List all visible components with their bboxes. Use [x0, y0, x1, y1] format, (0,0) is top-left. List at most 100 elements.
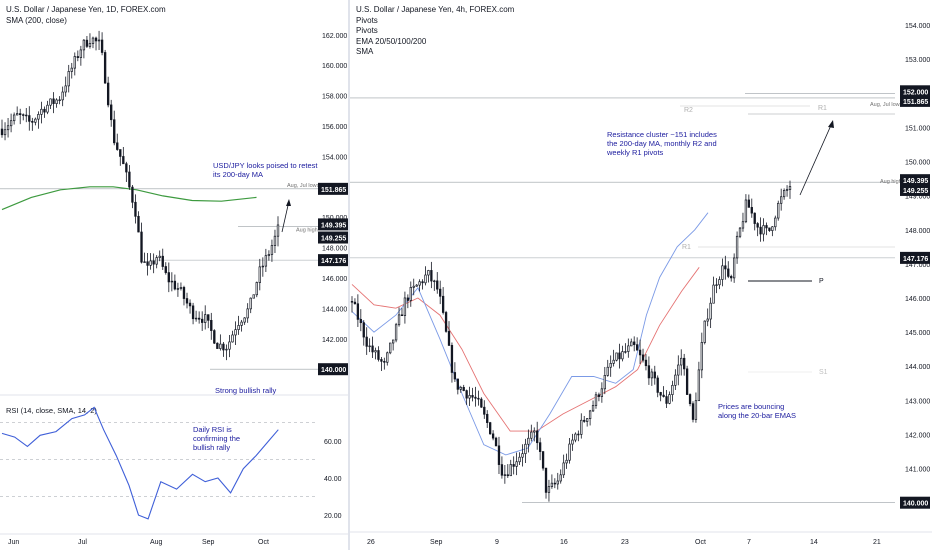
h4-candle-body	[380, 359, 383, 362]
h4-y-tick: 144.000	[905, 364, 930, 371]
h4-candle-body	[527, 437, 530, 445]
daily-candle-body	[28, 115, 31, 122]
h4-price-badge: 152.000	[903, 89, 928, 96]
daily-price-badge: 140.000	[321, 367, 346, 374]
h4-x-tick: 14	[810, 539, 818, 546]
daily-candle-body	[61, 91, 64, 101]
h4-candle-body	[706, 318, 709, 322]
rsi-y-tick: 60.00	[324, 439, 342, 446]
daily-candle-body	[152, 260, 155, 265]
daily-candle-body	[270, 245, 274, 255]
h4-legend-line: SMA	[356, 47, 374, 56]
h4-y-tick: 149.000	[905, 194, 930, 201]
daily-candle-body	[161, 255, 164, 267]
daily-price-badge: 147.176	[321, 258, 346, 265]
h4-price-badge-bg	[900, 183, 930, 196]
h4-x-tick: 16	[560, 539, 568, 546]
h4-candle-body	[627, 345, 630, 352]
h4-candle-body	[603, 375, 606, 390]
h4-y-tick: 141.000	[905, 467, 930, 474]
h4-candle-body	[759, 226, 762, 235]
daily-candle-body	[158, 255, 161, 258]
h4-candle-body	[465, 390, 468, 399]
daily-candle-body	[0, 128, 4, 136]
daily-candle-body	[273, 235, 277, 246]
daily-candle-body	[25, 114, 28, 117]
daily-candle-body	[40, 108, 43, 115]
daily-x-tick: Sep	[202, 539, 215, 546]
h4-candle-body	[721, 265, 724, 280]
rsi-note: Daily RSI is	[193, 425, 232, 434]
daily-candle-body	[119, 149, 122, 157]
h4-y-tick: 150.000	[905, 160, 930, 167]
h4-candle-body	[509, 464, 512, 477]
daily-candle-body	[46, 104, 49, 113]
h4-candle-body	[383, 360, 386, 363]
daily-candle-body	[155, 257, 158, 265]
h4-candle-body	[489, 422, 492, 435]
daily-candle-body	[225, 348, 228, 351]
h4-candle-body	[389, 342, 392, 354]
h4-candle-body	[500, 464, 504, 476]
h4-candle-body	[550, 482, 554, 487]
daily-candle-body	[49, 98, 52, 106]
h4-candle-body	[606, 366, 609, 376]
h4-candle-body	[362, 322, 365, 338]
h4-x-tick: 23	[621, 539, 629, 546]
h4-candle-body	[732, 257, 736, 279]
h4-candle-body	[730, 276, 733, 279]
h4-candle-body	[668, 394, 671, 404]
h4-candle-body	[709, 302, 712, 320]
daily-candle-body	[3, 129, 7, 136]
h4-chart-svg[interactable]: 140.000 141.000 142.000 143.000 144.000 145.0…	[350, 0, 932, 550]
daily-candle-body	[15, 113, 19, 116]
h4-candle-body	[659, 392, 662, 396]
h4-price-badge-bg	[900, 496, 930, 509]
h4-candle-body	[559, 474, 562, 482]
h4-candle-body	[691, 403, 695, 420]
h4-candle-body	[638, 349, 642, 356]
h4-candle-body	[724, 265, 727, 270]
daily-y-tick: 148.000	[322, 246, 347, 253]
h4-candle-body	[518, 456, 521, 463]
h4-candle-body	[403, 297, 407, 316]
daily-candle-body	[79, 49, 83, 58]
daily-chart-panel[interactable]: U.S. Dollar / Japanese Yen, 1D, FOREX.co…	[0, 0, 348, 550]
h4-candle-body	[568, 443, 571, 461]
daily-candle-body	[191, 305, 195, 320]
h4-bounce-note: along the 20-bar EMAS	[718, 411, 796, 420]
daily-chart-title: U.S. Dollar / Japanese Yen, 1D, FOREX.co…	[6, 5, 166, 14]
h4-candle-body	[574, 433, 577, 441]
h4-candle-body	[453, 372, 457, 380]
daily-candle-body	[91, 37, 95, 44]
h4-candle-body	[412, 285, 415, 288]
h4-candle-body	[444, 312, 448, 332]
h4-candle-body	[685, 368, 689, 395]
daily-y-tick: 146.000	[322, 276, 347, 283]
h4-candle-body	[471, 395, 474, 398]
h4-chart-panel[interactable]: U.S. Dollar / Japanese Yen, 4h, FOREX.co…	[350, 0, 932, 550]
daily-candle-body	[9, 120, 13, 127]
h4-candle-body	[538, 442, 542, 452]
h4-candle-body	[409, 287, 412, 301]
daily-price-badge: 151.865	[321, 187, 346, 194]
panel-divider[interactable]	[348, 0, 350, 550]
daily-chart-svg[interactable]: 140.000142.000144.000146.000148.000150.0…	[0, 0, 348, 550]
h4-candle-body	[671, 384, 674, 395]
h4-candle-body	[635, 344, 639, 351]
daily-candle-body	[173, 280, 177, 290]
h4-price-badge: 149.395	[903, 178, 928, 185]
daily-candle-body	[103, 52, 107, 84]
h4-candle-body	[553, 482, 556, 485]
h4-x-tick: 9	[495, 539, 499, 546]
h4-up-arrow-head	[828, 120, 834, 128]
h4-candle-body	[747, 199, 750, 208]
h4-candle-body	[665, 396, 668, 404]
h4-candle-body	[715, 284, 718, 286]
h4-candle-body	[506, 474, 509, 477]
daily-candle-body	[113, 119, 116, 144]
h4-candle-body	[780, 196, 783, 204]
h4-candle-body	[697, 369, 701, 402]
daily-up-arrow-head	[286, 199, 291, 206]
h4-candle-body	[630, 341, 633, 347]
